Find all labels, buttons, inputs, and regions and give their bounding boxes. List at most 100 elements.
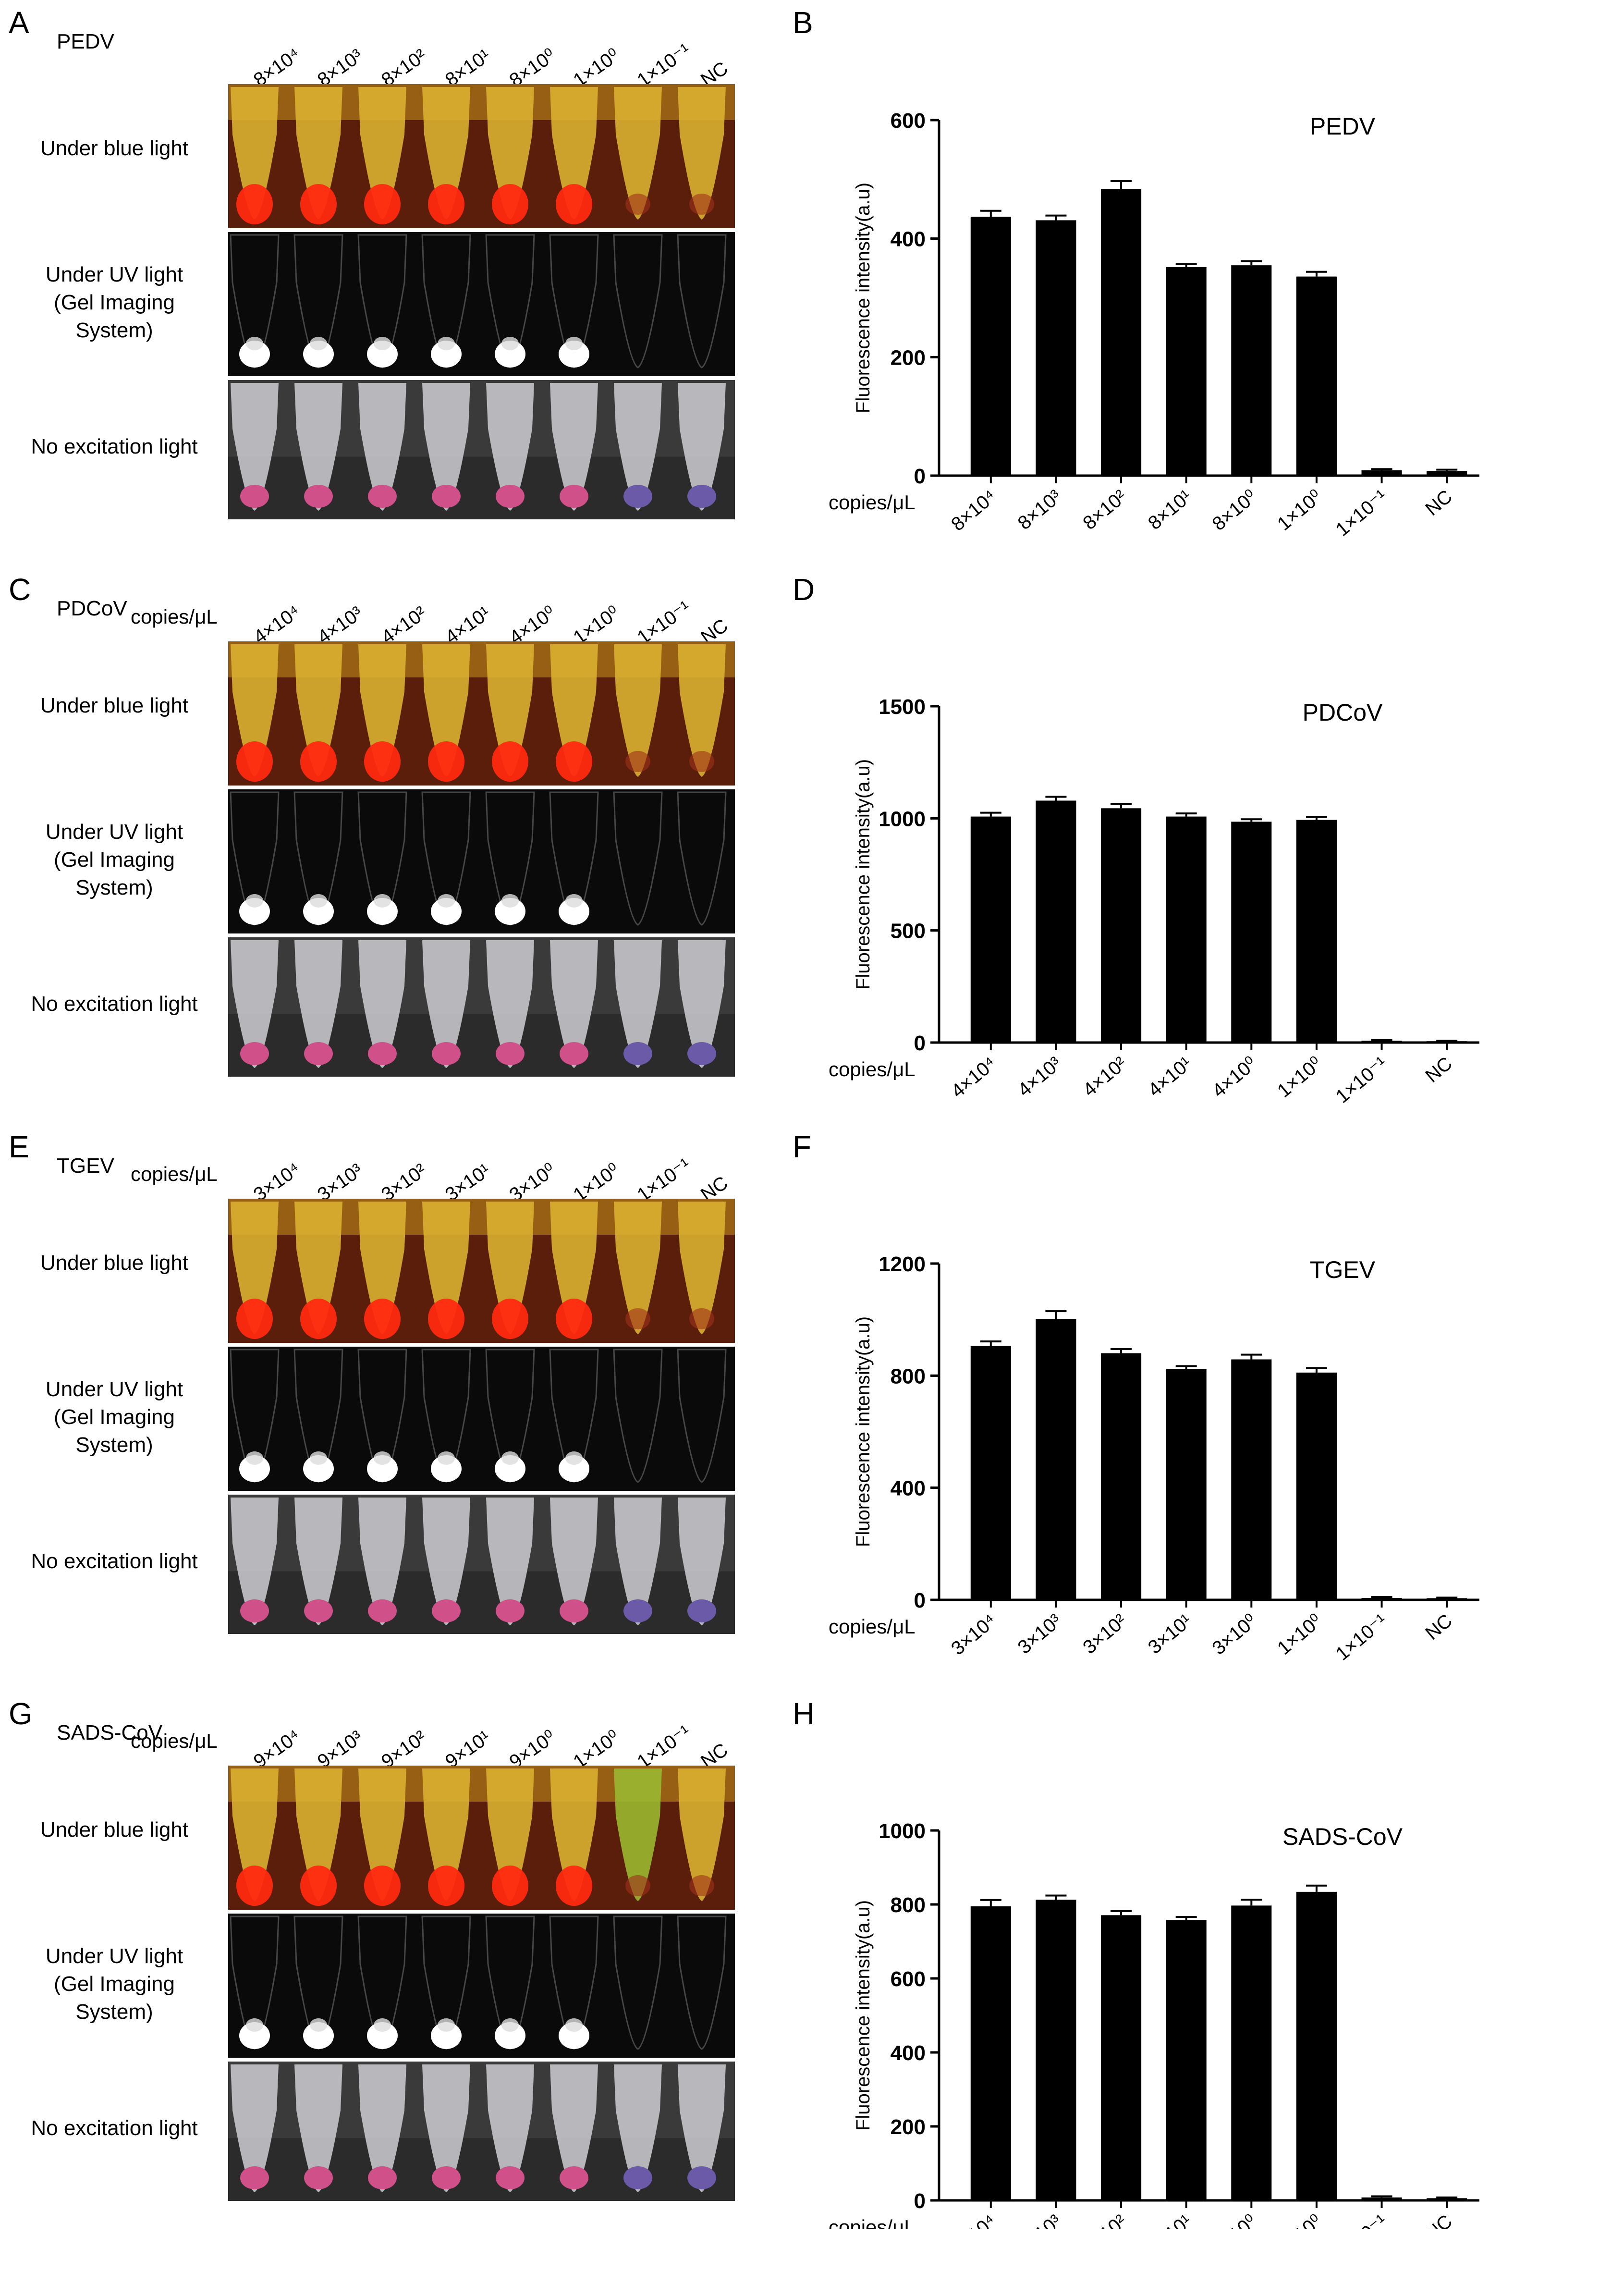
tube-2 bbox=[294, 87, 342, 224]
photo-strip-uv bbox=[228, 1347, 735, 1491]
row-label-uv-light: Under UV light (Gel Imaging System) bbox=[9, 1375, 220, 1459]
tube-5 bbox=[486, 1768, 534, 1906]
row-label-line: Under UV light bbox=[45, 263, 183, 286]
y-tick-label: 600 bbox=[891, 109, 926, 133]
tube-4 bbox=[422, 1498, 470, 1625]
tube-2 bbox=[293, 1349, 343, 1483]
x-tick-label: 8×10¹ bbox=[1144, 486, 1196, 534]
tube-1 bbox=[231, 1498, 279, 1625]
tube-2 bbox=[293, 1915, 343, 2050]
tube-8 bbox=[678, 644, 726, 777]
x-tick-label: 3×10¹ bbox=[1144, 1610, 1196, 1658]
x-tick-label: 1×10⁻¹ bbox=[1332, 1610, 1391, 1662]
tube-5 bbox=[486, 940, 534, 1068]
chart-title: PEDV bbox=[1310, 113, 1376, 140]
tube-4 bbox=[421, 234, 471, 368]
tube-3 bbox=[358, 87, 406, 224]
row-label-no-excitation: No excitation light bbox=[31, 2116, 198, 2140]
bar bbox=[1101, 1353, 1142, 1600]
y-tick-label: 0 bbox=[914, 1031, 926, 1055]
x-tick-label: 3×10⁴ bbox=[947, 1610, 1000, 1659]
tube-1 bbox=[231, 1202, 279, 1339]
bar bbox=[1361, 1041, 1402, 1043]
y-tick-label: 600 bbox=[891, 1967, 926, 1991]
row-label-blue-light: Under blue light bbox=[40, 1251, 189, 1275]
bar bbox=[1166, 1920, 1207, 2200]
x-tick-label: 3×10⁰ bbox=[1208, 1610, 1261, 1659]
tube-7 bbox=[614, 940, 662, 1068]
bar bbox=[1036, 220, 1076, 476]
bar bbox=[1166, 267, 1207, 476]
bar-chart-sads-cov: 0 200 400 600 800 1000 Fluorescence intensity(… bbox=[817, 1749, 1599, 2265]
bar bbox=[1231, 822, 1272, 1043]
row-label-line: (Gel Imaging bbox=[54, 848, 175, 872]
tube-6 bbox=[550, 2064, 598, 2192]
tube-7 bbox=[614, 383, 662, 511]
x-tick-label: 9×10⁰ bbox=[1208, 2210, 1261, 2229]
row-label-line: System) bbox=[75, 1433, 153, 1457]
x-axis-label: copies/μL bbox=[829, 491, 915, 514]
tube-5 bbox=[486, 383, 534, 511]
bar bbox=[970, 1906, 1011, 2200]
x-axis-label: copies/μL bbox=[829, 1615, 915, 1638]
tube-5 bbox=[485, 1349, 535, 1483]
y-tick-label: 800 bbox=[891, 1364, 926, 1388]
tube-2 bbox=[294, 1498, 342, 1625]
bar bbox=[1296, 1891, 1337, 2200]
x-tick-label: 1×10⁰ bbox=[1273, 2210, 1326, 2229]
x-tick-label: 1×10⁰ bbox=[1273, 1610, 1326, 1659]
x-axis-label: copies/μL bbox=[829, 2216, 915, 2229]
y-tick-label: 200 bbox=[891, 2115, 926, 2139]
tube-1 bbox=[230, 791, 280, 926]
bar bbox=[970, 217, 1011, 476]
tube-4 bbox=[422, 2064, 470, 2192]
row-label-uv-light: Under UV light (Gel Imaging System) bbox=[9, 818, 220, 902]
tube-1 bbox=[230, 1915, 280, 2050]
row-label-line: (Gel Imaging bbox=[54, 1972, 175, 1996]
tube-7 bbox=[614, 87, 662, 220]
bar bbox=[1036, 800, 1076, 1043]
x-tick-label: 1×10⁻¹ bbox=[1332, 486, 1391, 538]
photo-strip-blue bbox=[228, 1766, 735, 1910]
tube-6 bbox=[550, 87, 598, 224]
bar bbox=[1427, 1598, 1467, 1600]
tube-3 bbox=[358, 2064, 406, 2192]
y-tick-label: 200 bbox=[891, 346, 926, 369]
row-label-line: System) bbox=[75, 2000, 153, 2024]
bar bbox=[1361, 2197, 1402, 2200]
chart-svg: 0 400 800 1200 Fluorescence intensity(a.u) TG… bbox=[829, 1252, 1479, 1665]
tube-1 bbox=[231, 940, 279, 1068]
x-tick-label: 9×10¹ bbox=[1144, 2210, 1196, 2229]
photo-strip-uv bbox=[228, 789, 735, 933]
tube-8 bbox=[678, 1768, 726, 1901]
row-label-line: Under UV light bbox=[45, 1944, 183, 1968]
tube-5 bbox=[486, 2064, 534, 2192]
y-tick-label: 400 bbox=[891, 228, 926, 251]
y-tick-label: 1200 bbox=[879, 1252, 926, 1276]
tube-7 bbox=[613, 791, 663, 926]
bar bbox=[1101, 1915, 1142, 2200]
row-label-blue-light: Under blue light bbox=[40, 1818, 189, 1842]
row-label-line: Under UV light bbox=[45, 1377, 183, 1401]
tube-3 bbox=[358, 1202, 406, 1339]
bar bbox=[970, 816, 1011, 1043]
bar-chart-tgev: 0 400 800 1200 Fluorescence intensity(a.u) TG… bbox=[817, 1182, 1599, 1665]
row-label-line: Under UV light bbox=[45, 820, 183, 844]
bar bbox=[1296, 1372, 1337, 1600]
tube-5 bbox=[486, 1498, 534, 1625]
tube-8 bbox=[678, 2064, 726, 2192]
x-tick-label: 1×10⁰ bbox=[1273, 1053, 1326, 1102]
tube-5 bbox=[485, 791, 535, 926]
tube-3 bbox=[358, 940, 406, 1068]
tube-3 bbox=[357, 791, 407, 926]
panel-letter: A bbox=[9, 5, 29, 40]
chart-title: TGEV bbox=[1310, 1256, 1376, 1283]
x-tick-label: 1×10⁰ bbox=[1273, 486, 1326, 535]
bar bbox=[1296, 276, 1337, 476]
tube-8 bbox=[678, 1202, 726, 1334]
copies-label: copies/μL bbox=[131, 1730, 218, 1752]
x-axis-label: copies/μL bbox=[829, 1058, 915, 1080]
tube-4 bbox=[422, 1768, 470, 1906]
bar bbox=[1166, 1369, 1207, 1600]
x-tick-label: 1×10⁻¹ bbox=[1332, 1053, 1391, 1105]
